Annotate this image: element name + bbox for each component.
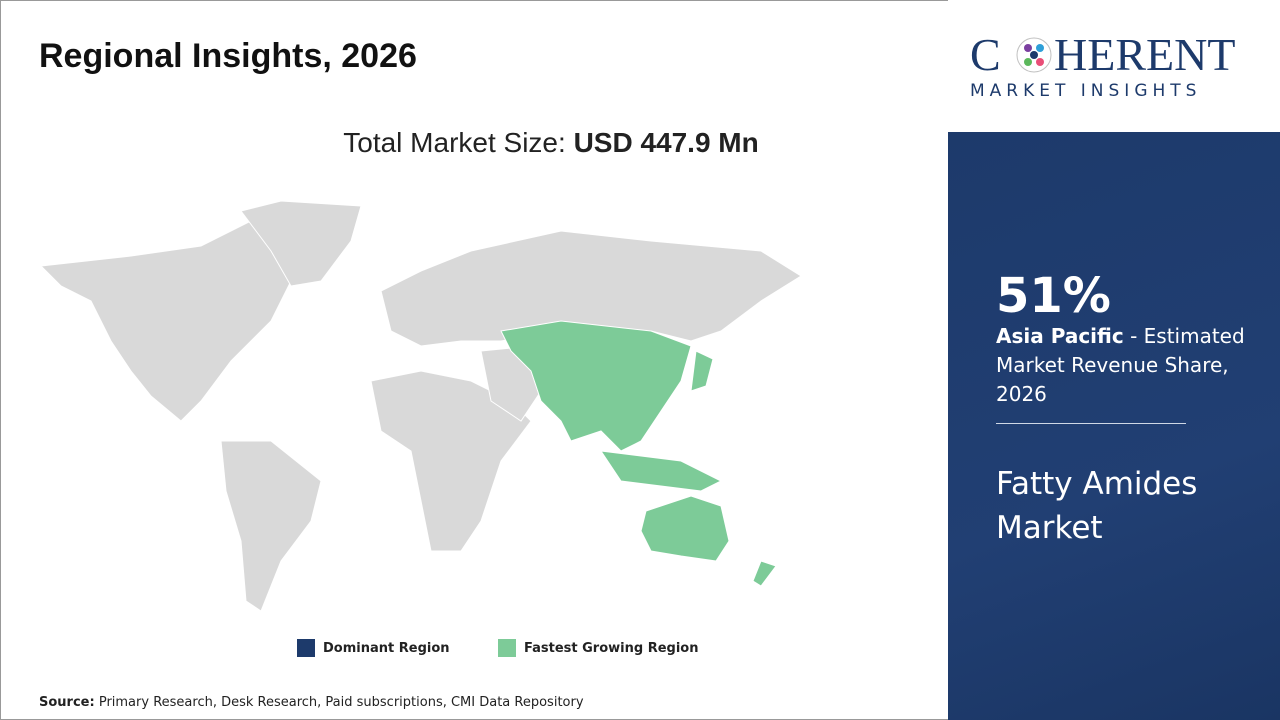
source: Source: Primary Research, Desk Research,… [39, 695, 584, 710]
market-size-value: USD 447.9 Mn [573, 127, 759, 158]
legend-swatch [297, 639, 315, 657]
market-size: Total Market Size: USD 447.9 Mn [1, 127, 1101, 159]
legend-item: Dominant Region [297, 639, 450, 657]
main-area: Regional Insights, 2026 Total Market Siz… [0, 0, 949, 720]
description: - Estimated Market Revenue Share, 2026 [996, 324, 1245, 406]
legend-label: Dominant Region [323, 640, 450, 656]
share-description: Asia Pacific - Estimated Market Revenue … [996, 322, 1246, 409]
region: Asia Pacific [996, 324, 1124, 348]
title: Regional Insights, 2026 [39, 37, 417, 75]
divider [996, 423, 1186, 424]
logo-tagline: MARKET INSIGHTS [970, 81, 1201, 101]
share: 51% [996, 268, 1111, 324]
legend-swatch [498, 639, 516, 657]
source-text: Primary Research, Desk Research, Paid su… [98, 695, 584, 710]
insight-panel: 51% Asia Pacific - Estimated Market Reve… [948, 132, 1280, 720]
source-label: Source: [39, 695, 95, 710]
market-name: Fatty Amides Market [996, 466, 1198, 546]
market-size-label: Total Market Size: [343, 127, 566, 158]
legend-item: Fastest Growing Region [498, 639, 698, 657]
world-map [39, 200, 802, 612]
legend-label: Fastest Growing Region [524, 640, 699, 656]
logo-suffix: HERENT [1054, 29, 1235, 80]
logo-globe [1016, 37, 1052, 73]
logo-graphic: C HERENT MARKET INSIGHTS [970, 29, 1235, 101]
logo: C HERENT MARKET INSIGHTS [948, 0, 1280, 132]
logo-prefix: C [970, 29, 1001, 80]
